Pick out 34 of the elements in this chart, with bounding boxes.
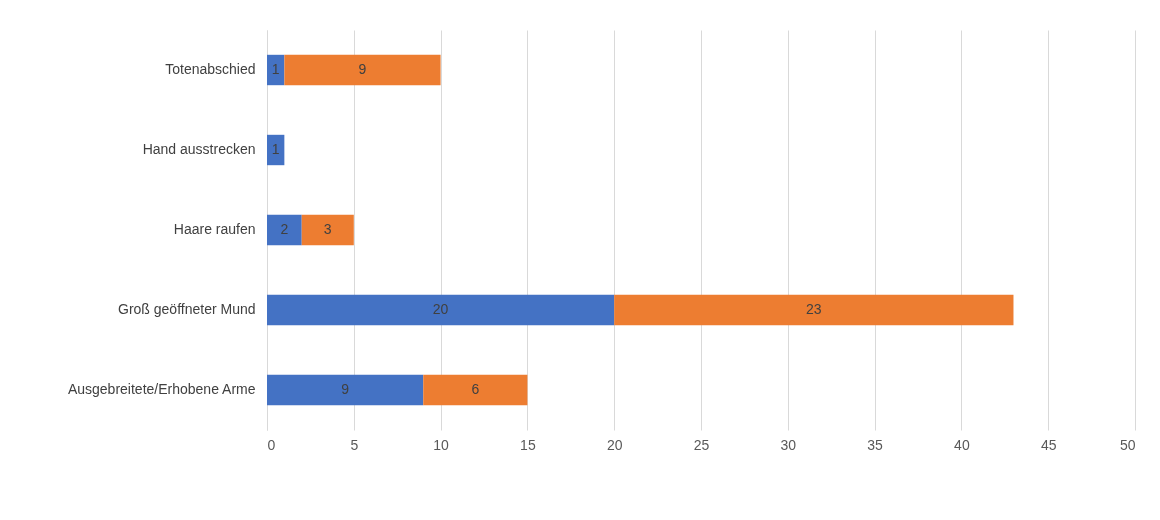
data-label: 3 — [323, 221, 332, 237]
x-tick-label: 25 — [693, 436, 710, 453]
y-tick-label: Ausgebreitete/Erhobene Arme — [67, 381, 256, 397]
x-tick-label: 15 — [520, 436, 536, 453]
x-tick-label: 0 — [267, 436, 276, 453]
bar — [267, 214, 302, 246]
bar — [267, 54, 285, 86]
x-tick-label: 30 — [780, 436, 797, 453]
y-tick-label: Totenabschied — [165, 61, 256, 77]
y-tick-label: Groß geöffneter Mund — [118, 301, 256, 317]
x-tick-label: 35 — [867, 436, 884, 453]
bar — [267, 134, 285, 166]
x-tick-label: 45 — [1040, 436, 1057, 453]
data-label: 9 — [358, 61, 367, 77]
bar — [614, 294, 1014, 326]
data-label: 1 — [271, 61, 280, 77]
data-label: 9 — [341, 381, 350, 397]
bar — [301, 214, 354, 246]
data-label: 23 — [806, 301, 822, 317]
bar — [284, 54, 441, 86]
x-tick-label: 20 — [606, 436, 623, 453]
bar — [423, 374, 528, 406]
y-tick-label: Haare raufen — [173, 221, 256, 237]
data-label: 1 — [271, 141, 280, 157]
bar — [267, 374, 424, 406]
x-tick-label: 5 — [350, 436, 359, 453]
x-tick-label: 50 — [1119, 436, 1136, 453]
x-tick-label: 40 — [954, 436, 970, 453]
data-label: 6 — [471, 381, 480, 397]
data-label: 20 — [432, 301, 449, 317]
x-tick-label: 10 — [433, 436, 450, 453]
y-tick-label: Hand ausstrecken — [142, 141, 256, 157]
data-label: 2 — [280, 221, 289, 237]
bar — [267, 294, 615, 326]
